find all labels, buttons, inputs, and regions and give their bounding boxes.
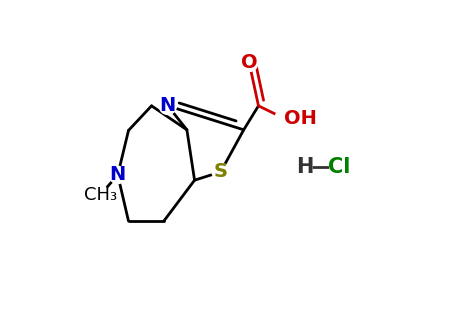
Text: H: H: [296, 157, 314, 177]
Circle shape: [91, 186, 109, 204]
Circle shape: [212, 163, 229, 180]
Text: O: O: [241, 53, 257, 72]
Circle shape: [275, 109, 292, 127]
Text: S: S: [214, 162, 227, 181]
Text: OH: OH: [284, 108, 317, 128]
Circle shape: [159, 97, 176, 114]
Text: N: N: [160, 96, 176, 115]
Circle shape: [330, 158, 348, 176]
Text: CH₃: CH₃: [83, 186, 117, 204]
Text: Cl: Cl: [328, 157, 350, 177]
Text: N: N: [110, 166, 126, 184]
Circle shape: [241, 54, 258, 71]
Circle shape: [298, 161, 312, 174]
Circle shape: [109, 166, 126, 184]
